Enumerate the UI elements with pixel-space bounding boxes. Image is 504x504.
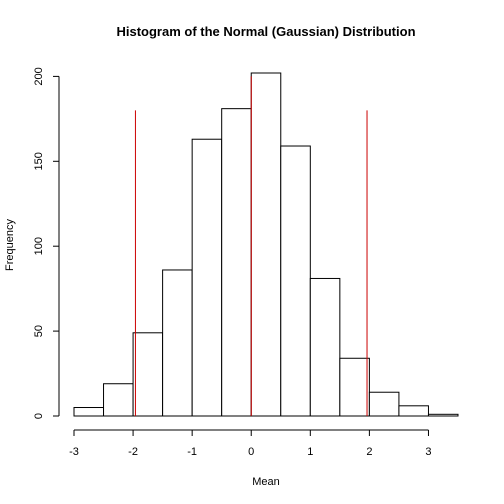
x-axis: -3 -2 -1 0 1 2 3	[69, 430, 431, 458]
x-tick-label: 3	[425, 446, 431, 458]
y-axis: 0 50 100 150 200	[33, 67, 59, 419]
histogram-bar	[399, 406, 429, 416]
x-tick-label: -1	[187, 446, 197, 458]
histogram-bar	[340, 358, 370, 416]
x-axis-label: Mean	[252, 476, 280, 488]
histogram-bar	[281, 146, 311, 416]
histogram-bar	[163, 270, 193, 416]
x-tick-label: 2	[366, 446, 372, 458]
histogram-bar	[192, 139, 222, 416]
histogram-bar	[222, 109, 252, 416]
x-tick-label: -2	[128, 446, 138, 458]
bars-group	[74, 73, 458, 416]
histogram-bar	[251, 73, 281, 416]
histogram-bar	[133, 333, 163, 416]
y-tick-label: 0	[33, 413, 45, 419]
histogram-bar	[104, 384, 134, 416]
y-tick-label: 100	[33, 237, 45, 255]
chart-title: Histogram of the Normal (Gaussian) Distr…	[116, 24, 415, 39]
y-tick-label: 50	[33, 325, 45, 337]
x-tick-label: 1	[307, 446, 313, 458]
histogram-bar	[310, 278, 340, 416]
y-tick-label: 200	[33, 67, 45, 85]
histogram-bar	[369, 392, 399, 416]
histogram-bar	[74, 408, 104, 416]
y-axis-label: Frequency	[4, 219, 16, 271]
x-tick-label: 0	[248, 446, 254, 458]
x-tick-label: -3	[69, 446, 79, 458]
histogram-bar	[428, 414, 458, 416]
y-tick-label: 150	[33, 152, 45, 170]
